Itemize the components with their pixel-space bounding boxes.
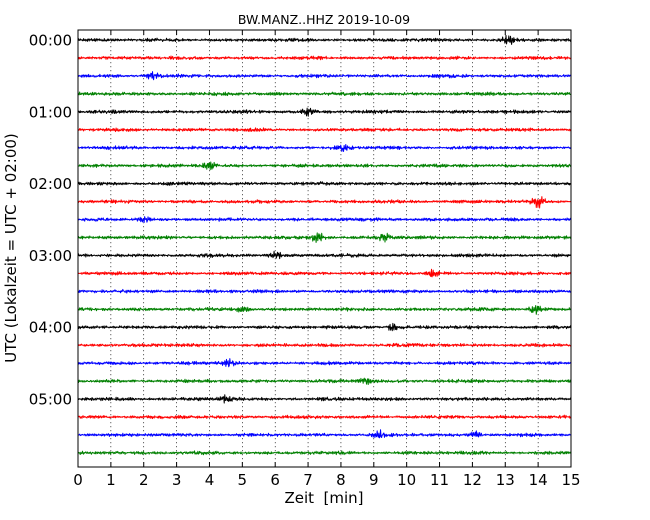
x-tick-label: 8 xyxy=(336,471,346,489)
x-tick-label: 10 xyxy=(397,471,416,489)
x-tick-label: 0 xyxy=(73,471,83,489)
plot-frame xyxy=(77,29,572,468)
trace-0 xyxy=(77,34,572,45)
trace-14 xyxy=(77,288,572,294)
x-tick-labels: 0 1 2 3 4 5 6 7 8 9 10 11 12 13 14 15 xyxy=(73,471,580,489)
trace-20 xyxy=(77,394,572,404)
x-tick-label: 14 xyxy=(529,471,548,489)
x-tick-label: 1 xyxy=(106,471,116,489)
x-tick-label: 5 xyxy=(238,471,248,489)
x-tick-label: 11 xyxy=(430,471,449,489)
trace-13 xyxy=(77,268,572,278)
x-tick-label: 2 xyxy=(139,471,149,489)
trace-11 xyxy=(77,232,572,243)
trace-16 xyxy=(77,322,572,332)
y-tick-label: 00:00 xyxy=(29,32,72,50)
trace-10 xyxy=(77,216,572,224)
y-tick-labels: 00:00 01:00 02:00 03:00 04:00 05:00 xyxy=(29,32,72,409)
x-tick-label: 15 xyxy=(561,471,580,489)
trace-8 xyxy=(77,181,572,186)
trace-17 xyxy=(77,342,572,348)
trace-3 xyxy=(77,91,572,97)
trace-5 xyxy=(77,127,572,133)
x-tick-label: 9 xyxy=(369,471,379,489)
x-tick-label: 4 xyxy=(205,471,215,489)
y-tick-label: 02:00 xyxy=(29,175,72,193)
trace-23 xyxy=(77,450,572,456)
chart-title: BW.MANZ..HHZ 2019-10-09 xyxy=(238,12,410,27)
trace-6 xyxy=(77,143,572,152)
trace-4 xyxy=(77,107,572,117)
y-tick-label: 04:00 xyxy=(29,319,72,337)
trace-22 xyxy=(77,429,572,439)
x-tick-label: 13 xyxy=(496,471,515,489)
trace-15 xyxy=(77,305,572,315)
vertical-gridlines xyxy=(110,30,539,467)
x-tick-label: 6 xyxy=(270,471,280,489)
trace-12 xyxy=(77,250,572,260)
y-tick-label: 01:00 xyxy=(29,103,72,121)
y-tick-label: 03:00 xyxy=(29,247,72,265)
trace-18 xyxy=(77,358,572,368)
y-tick-label: 05:00 xyxy=(29,391,72,409)
x-tick-label: 3 xyxy=(172,471,182,489)
y-axis-label: UTC (Lokalzeit = UTC + 02:00) xyxy=(2,133,20,363)
trace-2 xyxy=(77,71,572,81)
trace-7 xyxy=(77,161,572,171)
seismic-traces xyxy=(77,34,572,456)
x-tick-label: 12 xyxy=(463,471,482,489)
x-axis-label: Zeit [min] xyxy=(284,489,363,507)
trace-9 xyxy=(77,196,572,209)
axis-ticks xyxy=(77,30,572,467)
x-tick-label: 7 xyxy=(303,471,313,489)
trace-1 xyxy=(77,55,572,61)
trace-21 xyxy=(77,414,572,420)
trace-19 xyxy=(77,377,572,386)
